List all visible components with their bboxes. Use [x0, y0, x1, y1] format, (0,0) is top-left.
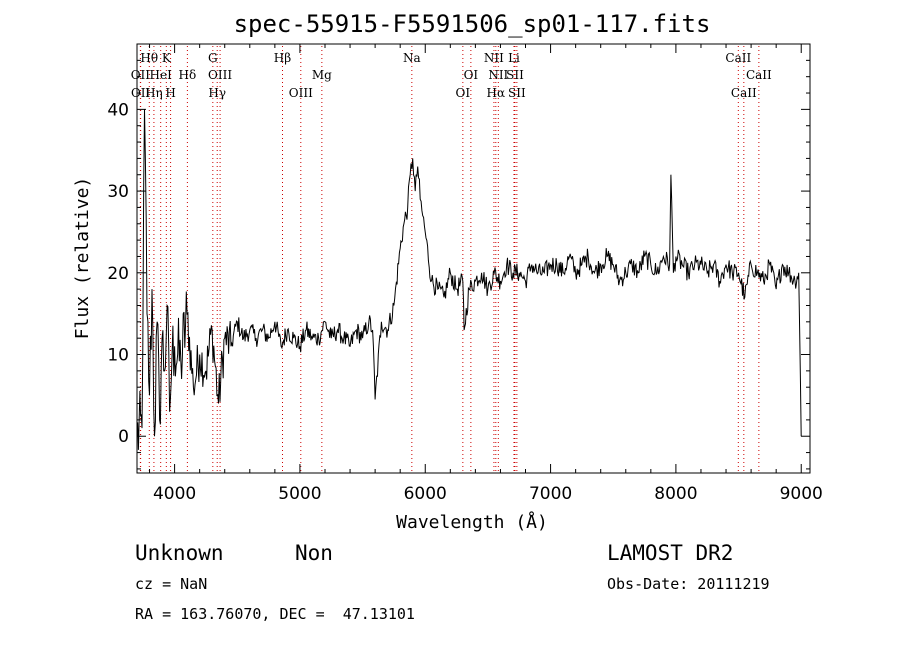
- x-tick-label: 5000: [278, 484, 321, 504]
- emission-line-label: CaII: [731, 86, 757, 100]
- y-tick-label: 40: [107, 100, 129, 120]
- redshift-cz: cz = NaN: [135, 575, 207, 593]
- x-tick-label: 9000: [780, 484, 823, 504]
- emission-line-label: CaII: [725, 51, 751, 65]
- x-axis-label: Wavelength (Å): [396, 511, 548, 533]
- emission-line-label: Hη: [145, 86, 163, 100]
- emission-line-label: Li: [508, 51, 520, 65]
- x-axis-ticks: 4000 5000 6000 7000 8000 9000: [149, 44, 823, 504]
- emission-line-label: OII: [131, 68, 151, 82]
- y-axis-ticks: 0 10 20 30 40: [107, 59, 810, 470]
- object-subclass: Non: [295, 541, 333, 565]
- emission-line-label: OIII: [289, 86, 313, 100]
- observation-date: Obs-Date: 20111219: [607, 575, 770, 593]
- y-tick-label: 10: [107, 346, 129, 366]
- emission-line-label: Hα: [487, 86, 506, 100]
- spectrum-layer: [136, 109, 802, 450]
- y-tick-label: 30: [107, 182, 129, 202]
- x-tick-label: 8000: [654, 484, 697, 504]
- coordinates: RA = 163.76070, DEC = 47.13101: [135, 605, 415, 623]
- survey-name: LAMOST DR2: [607, 541, 733, 565]
- y-tick-label: 20: [107, 264, 129, 284]
- x-tick-label: 6000: [404, 484, 447, 504]
- object-class: Unknown: [135, 541, 224, 565]
- emission-line-label: Mg: [312, 68, 332, 82]
- x-tick-label: 4000: [153, 484, 196, 504]
- emission-line-label: NII: [488, 68, 508, 82]
- emission-line-label: Na: [403, 51, 421, 65]
- emission-line-label: Hδ: [179, 68, 197, 82]
- x-tick-label: 7000: [529, 484, 572, 504]
- emission-line-label: H: [165, 86, 175, 100]
- y-axis-label: Flux (relative): [72, 177, 93, 340]
- emission-line-label: SII: [508, 86, 526, 100]
- emission-line-label: OIII: [208, 68, 232, 82]
- emission-line-label: Hθ: [140, 51, 158, 65]
- emission-line-label: OI: [464, 68, 479, 82]
- chart-title: spec-55915-F5591506_sp01-117.fits: [234, 10, 711, 38]
- emission-line-label: SII: [506, 68, 524, 82]
- emission-line-label: NII: [484, 51, 504, 65]
- emission-line-label: Hγ: [208, 86, 226, 100]
- emission-line-label: OI: [456, 86, 471, 100]
- plot-frame: [136, 43, 811, 474]
- emission-line-label: CaII: [746, 68, 772, 82]
- emission-line-label: HeI: [150, 68, 173, 82]
- emission-line-label: K: [162, 51, 172, 65]
- spectrum-series-line: [136, 109, 802, 450]
- emission-line-label: G: [208, 51, 218, 65]
- emission-line-label: Hβ: [274, 51, 291, 65]
- y-tick-label: 0: [118, 427, 129, 447]
